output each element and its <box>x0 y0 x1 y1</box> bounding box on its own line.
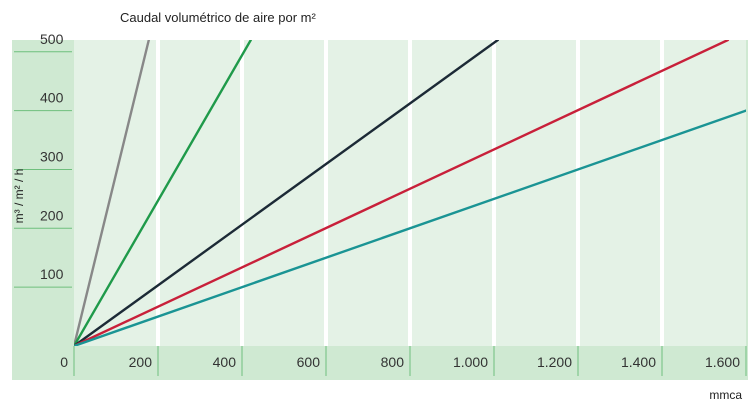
x-tick-label: 800 <box>381 354 405 370</box>
y-axis: 100 200 300 400 500 <box>14 31 72 288</box>
x-tick-label: 1.600 <box>705 354 740 370</box>
y-tick-label: 500 <box>40 31 64 47</box>
x-tick-label: 1.200 <box>537 354 572 370</box>
y-tick-label: 400 <box>40 90 64 106</box>
y-tick-label: 200 <box>40 207 64 223</box>
x-tick-label: 400 <box>213 354 237 370</box>
series-line-5 <box>74 109 746 346</box>
series-line-2 <box>74 40 253 346</box>
chart-title: Caudal volumétrico de aire por m² <box>120 10 316 25</box>
series-line-1 <box>74 40 151 346</box>
y-tick-label: 300 <box>40 148 64 164</box>
y-axis-title: m³ / m² / h <box>12 169 26 224</box>
grid-lines <box>156 40 664 346</box>
x-tick-label: 0 <box>60 354 68 370</box>
x-axis: 0 200 400 600 800 1.000 1.200 1.400 1.600 <box>60 346 747 376</box>
x-tick-label: 600 <box>297 354 321 370</box>
x-tick-label: 1.000 <box>453 354 488 370</box>
y-tick-label: 100 <box>40 266 64 282</box>
series-line-3 <box>74 40 499 346</box>
x-tick-label: 1.400 <box>621 354 656 370</box>
series-lines <box>74 40 746 346</box>
x-tick-label: 200 <box>129 354 153 370</box>
series-line-4 <box>74 40 730 346</box>
x-axis-title: mmca <box>709 388 742 402</box>
